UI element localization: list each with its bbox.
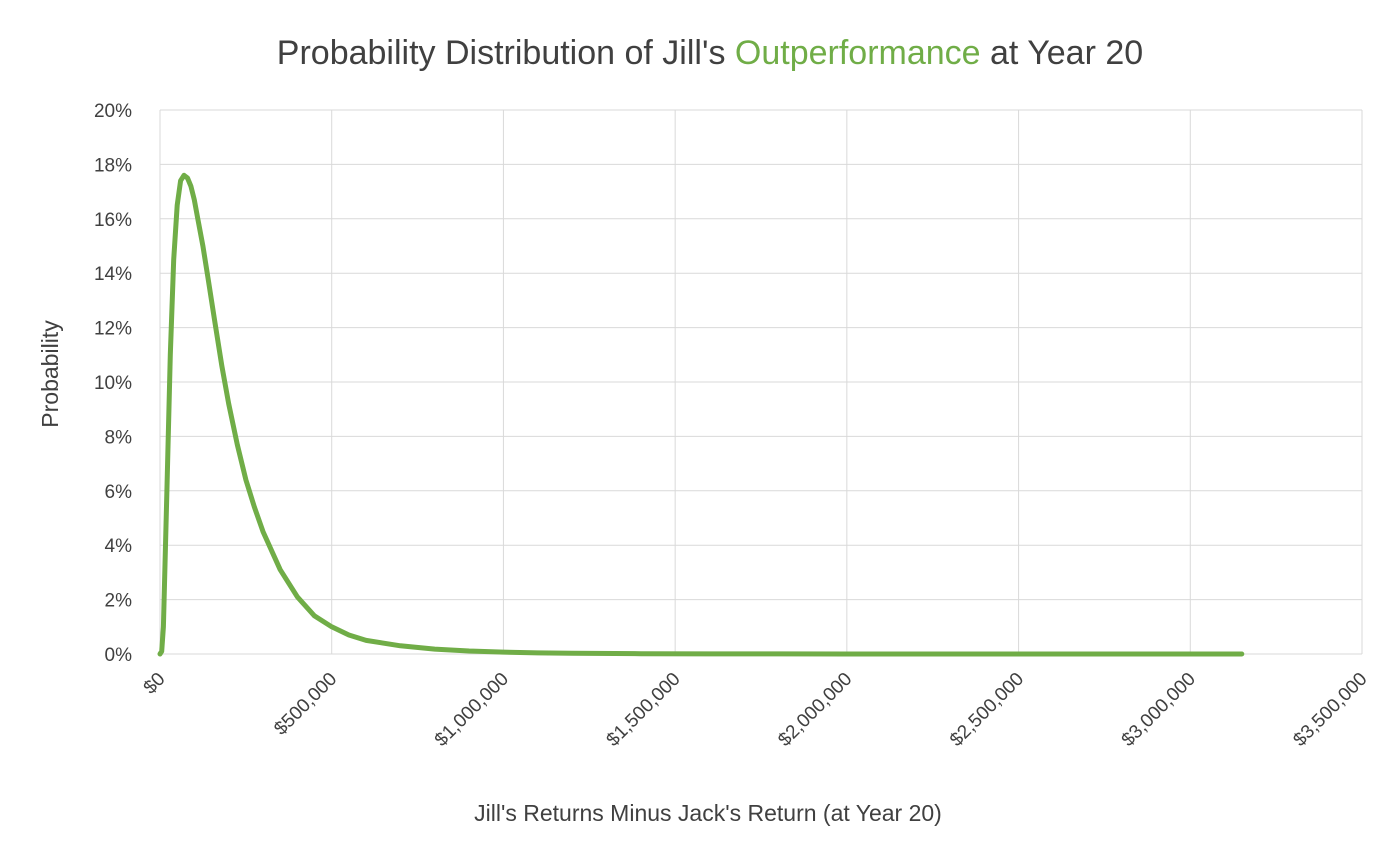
chart-title-part-2: at Year 20 <box>981 34 1144 72</box>
y-tick-label: 18% <box>94 155 132 176</box>
x-gridlines <box>159 110 1363 654</box>
y-tick-label: 4% <box>105 536 133 557</box>
y-tick-labels: 0% 2% 4% 6% 8% 10% 12% 14% 16% 18% 20% <box>94 101 132 666</box>
y-tick-label: 8% <box>105 427 133 448</box>
x-tick-label: $1,500,000 <box>603 669 685 751</box>
y-tick-label: 20% <box>94 101 132 122</box>
x-tick-label: $500,000 <box>270 669 341 740</box>
x-axis-label: Jill's Returns Minus Jack's Return (at Y… <box>474 800 942 826</box>
x-tick-label: $3,500,000 <box>1289 669 1371 751</box>
y-tick-label: 2% <box>105 591 133 612</box>
x-tick-label: $2,000,000 <box>774 669 856 751</box>
y-tick-label: 0% <box>105 645 133 666</box>
x-tick-label: $0 <box>140 669 170 699</box>
x-tick-label: $3,000,000 <box>1118 669 1200 751</box>
x-tick-label: $2,500,000 <box>946 669 1028 751</box>
chart-title-part-0: Probability Distribution of Jill's <box>277 34 735 72</box>
y-tick-label: 10% <box>94 373 132 394</box>
y-tick-label: 16% <box>94 210 132 231</box>
chart-title-part-1: Outperformance <box>735 34 981 72</box>
y-gridlines <box>160 109 1362 655</box>
y-axis-label: Probability <box>37 320 63 428</box>
x-tick-labels: $0 $500,000 $1,000,000 $1,500,000 $2,000,000… <box>140 669 1372 751</box>
x-tick-label: $1,000,000 <box>431 669 513 751</box>
chart-title: Probability Distribution of Jill's Outpe… <box>277 34 1143 72</box>
y-tick-label: 6% <box>105 482 133 503</box>
y-tick-label: 14% <box>94 264 132 285</box>
y-tick-label: 12% <box>94 319 132 340</box>
series-line <box>157 172 1245 657</box>
